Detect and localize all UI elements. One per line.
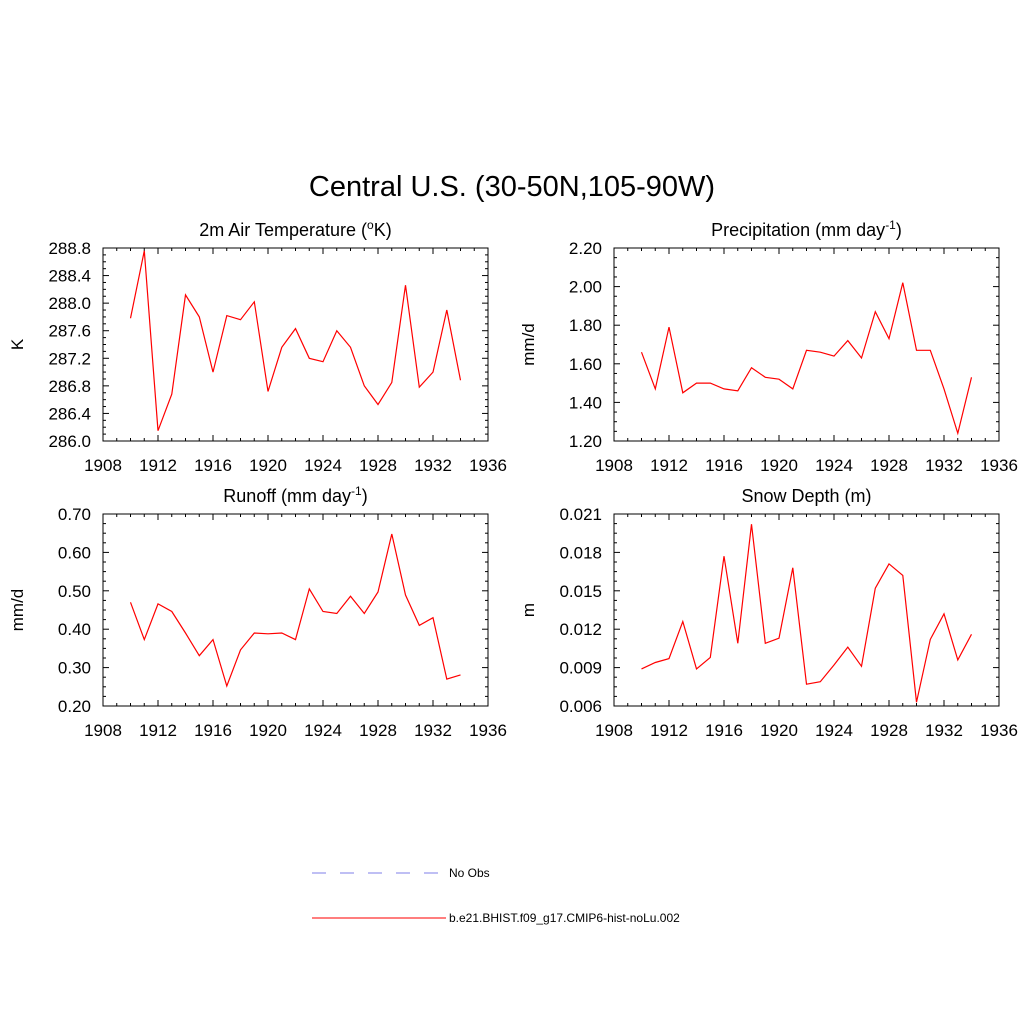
x-tick-label: 1928 [870,721,908,740]
x-tick-label: 1932 [925,456,963,475]
x-tick-label: 1932 [414,721,452,740]
y-tick-label: 0.40 [58,620,91,639]
y-tick-label: 1.40 [569,393,602,412]
x-tick-label: 1936 [469,721,507,740]
x-tick-label: 1908 [84,721,122,740]
panel-title-text-end: ) [362,486,368,506]
x-tick-label: 1920 [760,456,798,475]
x-tick-label: 1936 [980,456,1018,475]
x-tick-label: 1928 [359,721,397,740]
y-tick-label: 0.50 [58,582,91,601]
x-tick-label: 1916 [705,456,743,475]
panel-title-text-end: ) [896,220,902,240]
chart-panel-1: 1908 1912 1916 1920 1924 1928 1932 1936 286.0 286… [8,218,507,475]
x-tick-label: 1912 [650,721,688,740]
y-tick-label: 0.015 [559,582,602,601]
y-axis-label: m [519,603,538,617]
y-tick-label: 286.0 [48,432,91,451]
y-tick-label: 1.80 [569,316,602,335]
y-tick-label: 2.00 [569,278,602,297]
panel-title: Runoff (mm day-1) [223,484,367,506]
chart-panel-3: 1908 1912 1916 1920 1924 1928 1932 1936 0.20 0.30… [8,484,507,740]
x-tick-label: 1924 [815,721,853,740]
plot-frame [614,514,999,706]
x-tick-label: 1908 [84,456,122,475]
y-tick-label: 0.30 [58,659,91,678]
x-tick-label: 1920 [760,721,798,740]
series-line [131,251,461,431]
y-tick-label: 1.60 [569,355,602,374]
panel-title-text: Runoff (mm day [223,486,351,506]
y-axis-label: mm/d [8,589,27,632]
series-line [131,534,461,686]
y-tick-label: 286.4 [48,404,91,423]
x-tick-label: 1924 [304,721,342,740]
y-tick-label: 0.021 [559,505,602,524]
y-axis-label: K [8,338,27,350]
panel-title: Precipitation (mm day-1) [711,218,902,240]
x-tick-label: 1928 [870,456,908,475]
y-tick-label: 0.009 [559,659,602,678]
x-tick-label: 1912 [650,456,688,475]
panel-title-text: Snow Depth (m) [741,486,871,506]
panel-title: 2m Air Temperature (oK) [199,218,391,240]
x-tick-label: 1916 [705,721,743,740]
y-tick-label: 287.6 [48,322,91,341]
chart-panels: 1908 1912 1916 1920 1924 1928 1932 1936 286.0 286… [8,218,1018,740]
x-tick-label: 1916 [194,721,232,740]
x-tick-label: 1924 [304,456,342,475]
series-line [642,283,972,434]
y-tick-label: 288.0 [48,294,91,313]
x-tick-label: 1912 [139,721,177,740]
x-tick-label: 1908 [595,721,633,740]
y-tick-label: 288.4 [48,267,91,286]
chart-panel-4: 1908 1912 1916 1920 1924 1928 1932 1936 0.006 0.0… [519,486,1018,740]
x-tick-label: 1908 [595,456,633,475]
y-axis-label: mm/d [519,323,538,366]
series-line [642,524,972,702]
chart-panel-2: 1908 1912 1916 1920 1924 1928 1932 1936 1.20 1.40… [519,218,1018,475]
panel-title-text-end: K) [374,220,392,240]
panel-title-text: Precipitation (mm day [711,220,885,240]
y-tick-label: 0.70 [58,505,91,524]
y-tick-label: 0.018 [559,543,602,562]
y-tick-label: 0.20 [58,697,91,716]
figure-title: Central U.S. (30-50N,105-90W) [309,171,715,203]
y-tick-label: 0.006 [559,697,602,716]
legend-label: No Obs [449,866,490,880]
x-tick-label: 1920 [249,456,287,475]
y-tick-label: 287.2 [48,349,91,368]
y-tick-label: 288.8 [48,239,91,258]
x-tick-label: 1936 [469,456,507,475]
x-tick-label: 1920 [249,721,287,740]
panel-title-superscript: -1 [351,484,362,498]
plot-frame [103,514,488,706]
plot-frame [614,248,999,441]
panel-title-text: 2m Air Temperature ( [199,220,367,240]
y-tick-label: 0.60 [58,543,91,562]
x-tick-label: 1924 [815,456,853,475]
y-tick-label: 286.8 [48,377,91,396]
y-tick-label: 0.012 [559,620,602,639]
x-tick-label: 1928 [359,456,397,475]
legend-label: b.e21.BHIST.f09_g17.CMIP6-hist-noLu.002 [449,911,680,925]
legend: No Obs b.e21.BHIST.f09_g17.CMIP6-hist-noL… [312,866,680,925]
x-tick-label: 1932 [925,721,963,740]
x-tick-label: 1936 [980,721,1018,740]
panel-title: Snow Depth (m) [741,486,871,506]
y-tick-label: 1.20 [569,432,602,451]
x-tick-label: 1912 [139,456,177,475]
panel-title-superscript: -1 [885,218,896,232]
plot-frame [103,248,488,441]
x-tick-label: 1916 [194,456,232,475]
x-tick-label: 1932 [414,456,452,475]
y-tick-label: 2.20 [569,239,602,258]
